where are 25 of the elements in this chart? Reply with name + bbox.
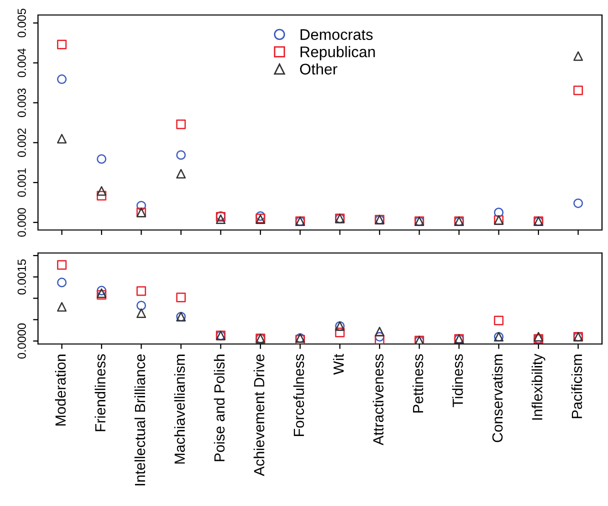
y-tick-label: 0.001 [18, 168, 26, 197]
x-tick-label: Conservatism [492, 354, 503, 442]
x-tick-label: Moderation [55, 354, 66, 426]
x-tick-label: Inflexibility [532, 354, 546, 420]
y-tick-label: 0.004 [18, 48, 26, 78]
y-tick-label: 0.005 [18, 8, 26, 38]
y-tick-label: 0.0000 [18, 323, 26, 359]
y-tick-label: 0.003 [18, 88, 26, 118]
x-tick-label: Friendliness [94, 354, 106, 432]
legend-label: Democrats [300, 29, 373, 40]
x-tick-label: Intellectual Brilliance [134, 354, 146, 486]
legend-label: Republican [300, 46, 375, 60]
y-tick-label: 0.000 [18, 208, 26, 237]
y-tick-label: 0.002 [18, 128, 26, 157]
x-tick-label: Machiavellianism [174, 354, 185, 464]
x-tick-label: Poise and Polish [214, 354, 225, 462]
x-tick-label: Pacificism [571, 354, 582, 418]
x-tick-label: Attractiveness [372, 354, 384, 446]
x-tick-label: Forcefulness [293, 354, 304, 436]
x-tick-label: Tidiness [452, 354, 463, 408]
x-tick-label: Pettiness [412, 354, 424, 413]
x-tick-label: Wit [333, 354, 344, 375]
legend-label: Other [300, 63, 338, 75]
y-tick-label: 0.0015 [18, 259, 26, 295]
x-tick-label: Achievement Drive [254, 354, 264, 476]
